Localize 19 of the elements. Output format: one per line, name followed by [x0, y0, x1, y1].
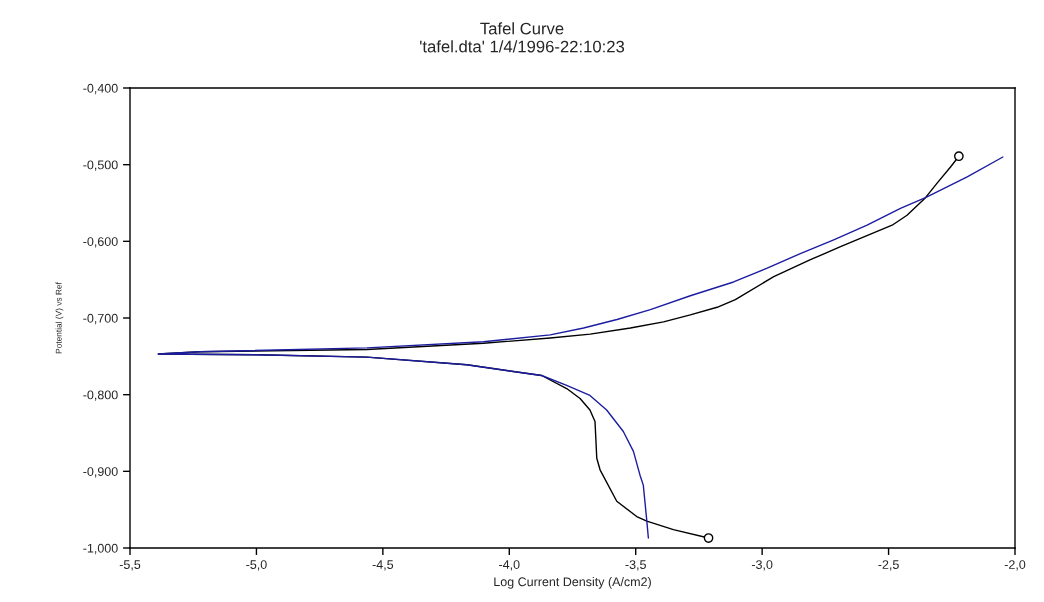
chart-subtitle: 'tafel.dta' 1/4/1996-22:10:23	[420, 40, 625, 53]
chart-title: Tafel Curve	[480, 22, 564, 35]
y-tick-label: -0,800	[83, 390, 118, 401]
x-tick-label: -2,0	[1004, 560, 1026, 571]
y-tick-label: -0,900	[83, 467, 118, 478]
x-tick-label: -5,0	[246, 560, 267, 571]
y-tick-label: -0,700	[83, 313, 118, 325]
x-tick-label: -3,0	[751, 560, 773, 571]
x-axis-title: Log Current Density (A/cm2)	[494, 577, 651, 589]
x-tick-label: -3,5	[625, 560, 646, 571]
y-tick-label: -0,600	[83, 237, 118, 248]
y-tick-label: -1,000	[83, 543, 118, 555]
x-tick-label: -2,5	[878, 560, 899, 571]
x-tick-label: -4,0	[499, 560, 520, 571]
y-tick-label: -0,400	[83, 83, 118, 95]
x-tick-label: -5,5	[119, 560, 141, 571]
y-axis-title: Potential (V) vs Ref	[55, 282, 64, 354]
x-tick-label: -4,5	[372, 560, 394, 571]
y-tick-label: -0,500	[83, 160, 118, 171]
